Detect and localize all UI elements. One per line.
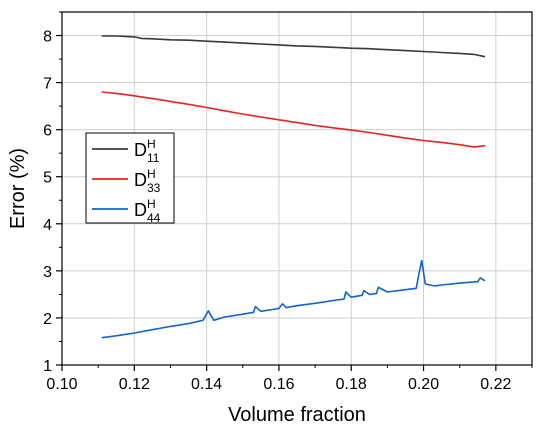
series-lines	[101, 35, 486, 339]
legend-label-subscript: 44	[147, 211, 161, 225]
y-axis-title: Error (%)	[7, 148, 29, 229]
x-tick-label: 0.16	[263, 376, 294, 393]
legend-label-subscript: 33	[147, 181, 161, 195]
y-tick-label: 5	[43, 170, 52, 187]
axis-ticks: 0.10 0.12 0.14 0.16 0.18 0.20 0.22 1 2 3 4 5 6 7 8	[43, 11, 533, 393]
y-tick-label: 3	[43, 264, 52, 281]
x-tick-label: 0.22	[480, 376, 511, 393]
legend-label-superscript: H	[147, 167, 156, 181]
x-tick-label: 0.10	[46, 376, 77, 393]
legend-label-superscript: H	[147, 137, 156, 151]
x-tick-label: 0.12	[119, 376, 150, 393]
y-tick-label: 1	[43, 358, 52, 375]
y-tick-label: 2	[43, 311, 52, 328]
series-line-d33	[101, 91, 486, 148]
legend-label-superscript: H	[147, 197, 156, 211]
y-tick-label: 4	[43, 217, 52, 234]
plot-frame	[61, 11, 533, 366]
x-tick-label: 0.14	[191, 376, 222, 393]
x-tick-label: 0.18	[336, 376, 367, 393]
legend-label: D	[134, 170, 147, 190]
legend-box	[85, 132, 175, 224]
series-line-d11	[101, 35, 486, 58]
y-tick-label: 8	[43, 29, 52, 46]
series-line-d44	[101, 259, 486, 339]
legend-label-subscript: 11	[147, 151, 160, 165]
legend-label: D	[134, 140, 147, 160]
y-tick-label: 6	[43, 123, 52, 140]
x-axis-title: Volume fraction	[228, 404, 366, 426]
x-tick-label: 0.20	[408, 376, 439, 393]
y-tick-label: 7	[43, 76, 52, 93]
legend-label: D	[134, 200, 147, 220]
